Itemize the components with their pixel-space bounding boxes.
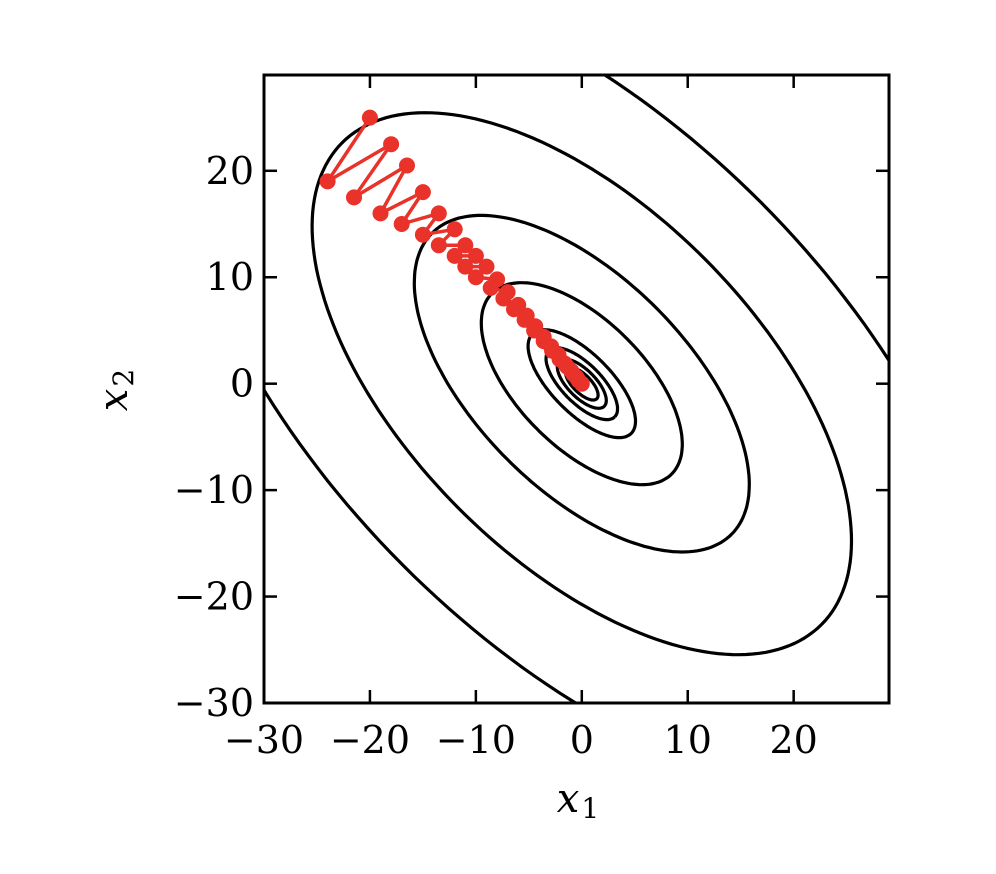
- trajectory-point-8: [430, 205, 447, 222]
- x-axis-label: x1: [557, 776, 599, 825]
- trajectory-point-23: [506, 301, 522, 318]
- trajectory-point-11: [430, 237, 447, 254]
- y-tick-label-4: 10: [206, 255, 254, 299]
- y-tick-label-3: 0: [230, 362, 254, 406]
- contour-line-7: [310, 111, 854, 657]
- trajectory-point-21: [495, 290, 512, 307]
- axis-ticks: −30 −20 −10 0 10 20 −30 −20 −10 0 10 20: [174, 75, 889, 762]
- trajectory-point-19: [482, 279, 499, 296]
- optimization-trajectory: [319, 109, 590, 392]
- x-tick-label-4: 10: [664, 718, 712, 762]
- trajectory-point-0: [361, 109, 378, 126]
- trajectory-point-12: [457, 237, 474, 254]
- trajectory-point-2: [383, 136, 400, 153]
- trajectory-point-4: [399, 157, 415, 174]
- y-tick-label-2: −10: [174, 468, 254, 512]
- x-tick-label-2: −10: [436, 718, 516, 762]
- trajectory-point-16: [478, 258, 495, 275]
- trajectory-point-9: [414, 226, 431, 243]
- trajectory-point-15: [457, 258, 474, 275]
- trajectory-point-17: [467, 269, 484, 286]
- y-axis-label: x2: [91, 369, 140, 411]
- trajectory-point-14: [467, 247, 484, 264]
- x-tick-label-5: 20: [769, 718, 817, 762]
- trajectory-point-1: [319, 173, 336, 190]
- x-tick-label-3: 0: [570, 718, 594, 762]
- trajectory-point-6: [414, 184, 431, 201]
- x-tick-label-1: −20: [330, 718, 410, 762]
- trajectory-point-3: [346, 189, 362, 206]
- contour-lines: [264, 75, 889, 703]
- plot-frame: [262, 73, 891, 705]
- trajectory-point-7: [393, 216, 410, 232]
- y-tick-label-1: −20: [174, 575, 254, 619]
- y-tick-label-0: −30: [174, 681, 254, 725]
- trajectory-point-40: [573, 375, 590, 392]
- x-tick-label-0: −30: [224, 718, 304, 762]
- trajectory-point-13: [446, 247, 463, 264]
- y-tick-label-5: 20: [206, 149, 254, 193]
- trajectory-point-10: [446, 221, 463, 238]
- trajectory-point-5: [372, 205, 389, 222]
